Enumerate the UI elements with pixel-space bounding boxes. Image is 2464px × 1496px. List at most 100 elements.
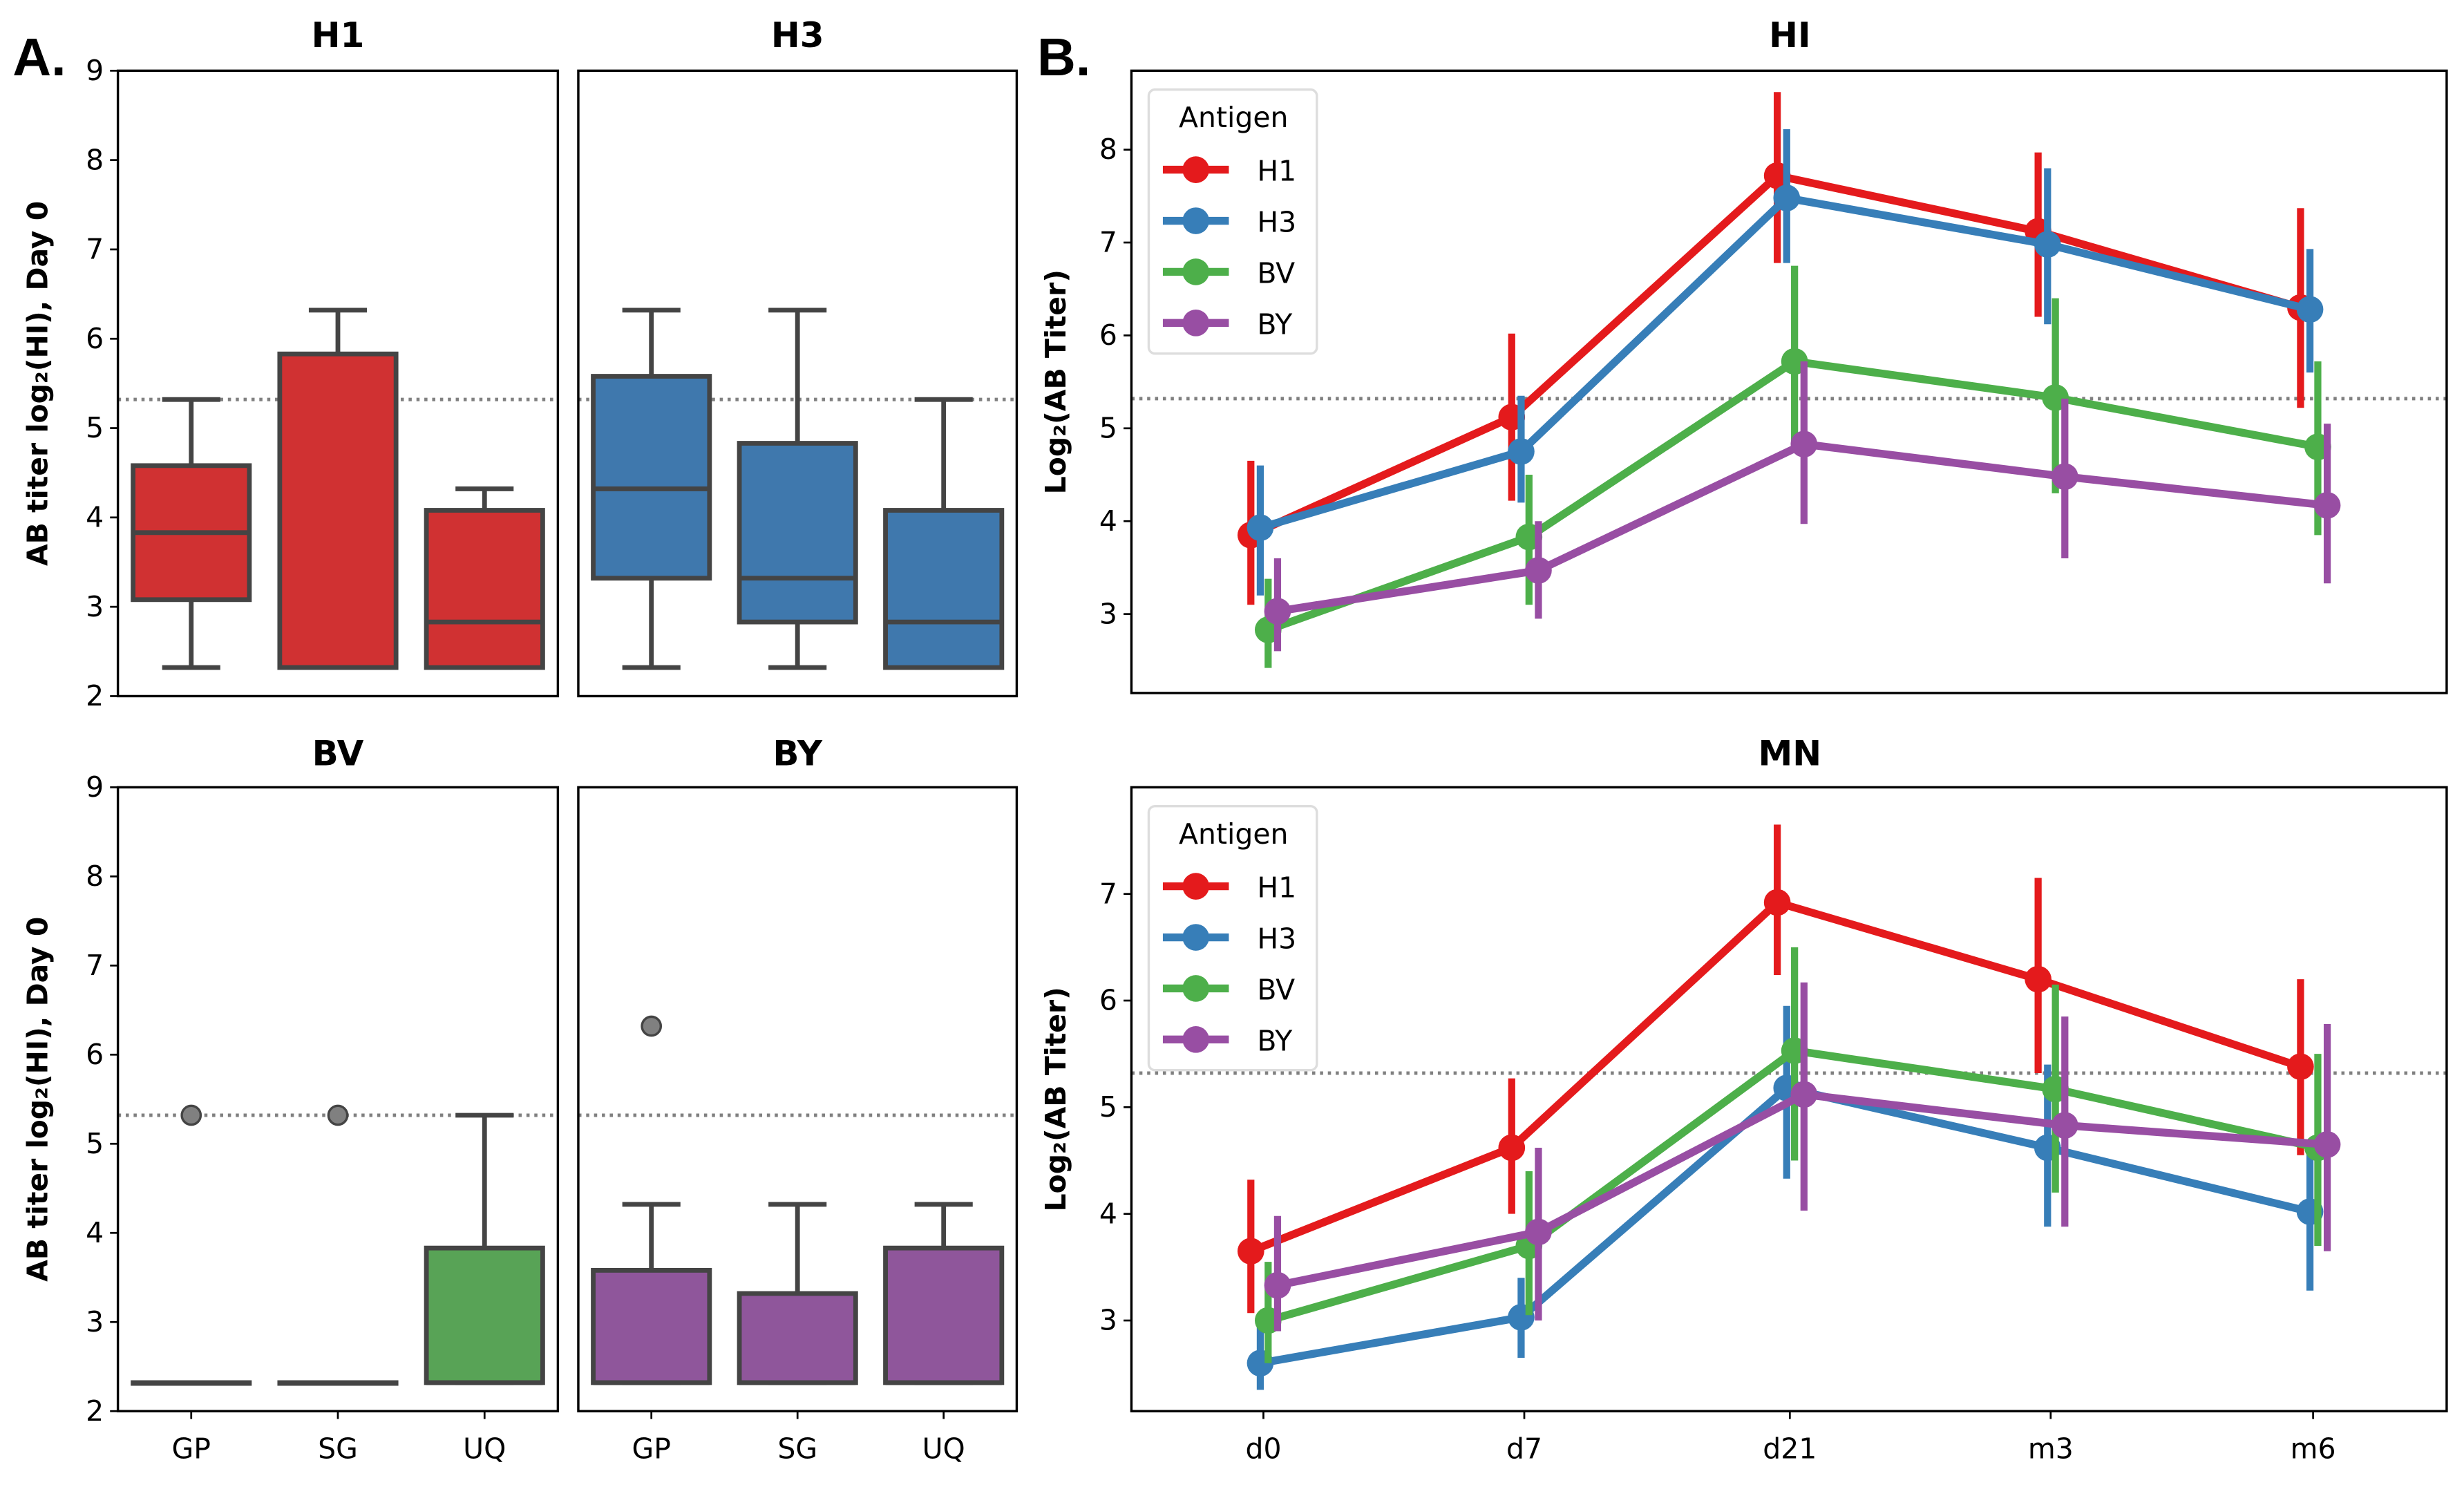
- data-point: [1773, 184, 1801, 211]
- box-iqr: [277, 351, 399, 670]
- data-point: [2051, 463, 2078, 491]
- x-tick-label: UQ: [463, 1432, 506, 1465]
- data-point: [1264, 598, 1291, 625]
- axes-frame: [577, 69, 1018, 698]
- panel-label-b: B.: [1037, 28, 1090, 87]
- box-sg: [737, 1202, 858, 1385]
- panel-title: MN: [1759, 734, 1822, 774]
- panel-title: H1: [312, 15, 365, 55]
- box-iqr: [591, 374, 712, 581]
- box-iqr: [424, 1245, 545, 1385]
- y-tick-label: 5: [1099, 1090, 1117, 1124]
- box-iqr: [883, 508, 1005, 670]
- box-uq: [424, 486, 545, 670]
- legend-item-bv: BV: [1162, 973, 1295, 1006]
- y-tick-label: 4: [1099, 1197, 1117, 1230]
- axes-frame: [577, 786, 1018, 1412]
- legend-item-bv: BV: [1162, 256, 1295, 290]
- panel-title: BY: [773, 734, 822, 774]
- legend-label: BV: [1257, 973, 1295, 1006]
- panel-title: H3: [771, 15, 824, 55]
- x-tick-label: GP: [172, 1432, 211, 1465]
- data-point: [1264, 1271, 1291, 1299]
- legend-marker: [1182, 207, 1210, 234]
- x-tick-label: UQ: [922, 1432, 965, 1465]
- y-tick-label: 5: [86, 411, 104, 444]
- series-h3: [1247, 1005, 2324, 1390]
- legend-marker: [1182, 310, 1210, 337]
- legend-label: BV: [1257, 256, 1295, 290]
- axes-frame: [116, 786, 560, 1412]
- y-tick-label: 3: [1099, 597, 1117, 630]
- legend-title: Antigen: [1179, 817, 1288, 851]
- y-tick-label: 9: [86, 770, 104, 804]
- data-point: [1525, 1218, 1552, 1246]
- data-point: [1508, 438, 1535, 465]
- y-tick-label: 4: [86, 1216, 104, 1249]
- y-tick-label: 3: [86, 1305, 104, 1338]
- legend-label: H1: [1257, 155, 1296, 188]
- y-tick-label: 7: [1099, 226, 1117, 259]
- y-tick-label: 7: [1099, 877, 1117, 910]
- box-gp: [131, 1104, 252, 1386]
- outlier-point: [641, 1015, 663, 1037]
- y-axis-label: Log₂(AB Titer): [1039, 269, 1072, 494]
- legend-item-h1: H1: [1162, 871, 1296, 905]
- x-tick-label: d7: [1506, 1432, 1542, 1465]
- x-tick-label: SG: [318, 1432, 358, 1465]
- legend-marker: [1182, 873, 1210, 900]
- y-axis-label: Log₂(AB Titer): [1039, 987, 1072, 1211]
- box-iqr: [883, 1245, 1005, 1385]
- y-tick-label: 9: [86, 54, 104, 87]
- box-sg: [277, 1104, 399, 1386]
- series-h3: [1247, 129, 2324, 596]
- y-tick-label: 6: [1099, 984, 1117, 1017]
- data-point: [1237, 1238, 1264, 1265]
- panel-title: BV: [312, 734, 364, 774]
- box-uq: [424, 1112, 545, 1385]
- box-panel-by: BY GP SG UQ: [577, 734, 1018, 1465]
- y-tick-label: 4: [86, 500, 104, 533]
- legend-label: H3: [1257, 205, 1296, 238]
- data-point: [2313, 492, 2341, 519]
- box-uq: [883, 397, 1005, 670]
- y-tick-label: 3: [86, 590, 104, 623]
- legend-label: H3: [1257, 922, 1296, 955]
- y-tick-label: 6: [86, 322, 104, 355]
- legend-frame: [1147, 804, 1318, 1072]
- legend-marker: [1182, 258, 1210, 285]
- legend-label: BY: [1257, 1024, 1293, 1057]
- y-tick-label: 2: [86, 1394, 104, 1428]
- legend-item-h3: H3: [1162, 205, 1296, 238]
- box-gp: [591, 1015, 712, 1385]
- series-bv: [1254, 265, 2331, 668]
- legend-marker: [1182, 924, 1210, 951]
- data-point: [1498, 1134, 1526, 1162]
- axes-frame: [1130, 786, 2448, 1412]
- y-tick-label: 4: [1099, 504, 1117, 538]
- box-iqr: [737, 441, 858, 625]
- series-by: [1264, 982, 2341, 1332]
- data-point: [2296, 296, 2324, 323]
- y-tick-label: 5: [86, 1127, 104, 1160]
- x-tick-label: d21: [1763, 1432, 1817, 1465]
- y-tick-label: 8: [1099, 133, 1117, 166]
- data-point: [1763, 889, 1791, 916]
- y-tick-label: 5: [1099, 411, 1117, 444]
- data-point: [2025, 965, 2051, 993]
- series-h1: [1237, 824, 2314, 1314]
- box-iqr: [737, 1291, 858, 1385]
- legend-item-by: BY: [1162, 1024, 1293, 1057]
- outlier-point: [327, 1104, 349, 1126]
- legend-frame: [1147, 88, 1318, 355]
- data-point: [2051, 1112, 2078, 1139]
- y-tick-label: 3: [1099, 1304, 1117, 1337]
- x-tick-label: d0: [1245, 1432, 1281, 1465]
- y-tick-label: 8: [86, 143, 104, 176]
- legend-label: H1: [1257, 871, 1296, 905]
- x-tick-label: GP: [632, 1432, 671, 1465]
- y-axis-label: AB titer log₂(HI), Day 0: [21, 201, 54, 566]
- box-gp: [591, 307, 712, 670]
- y-axis-label: AB titer log₂(HI), Day 0: [21, 917, 54, 1282]
